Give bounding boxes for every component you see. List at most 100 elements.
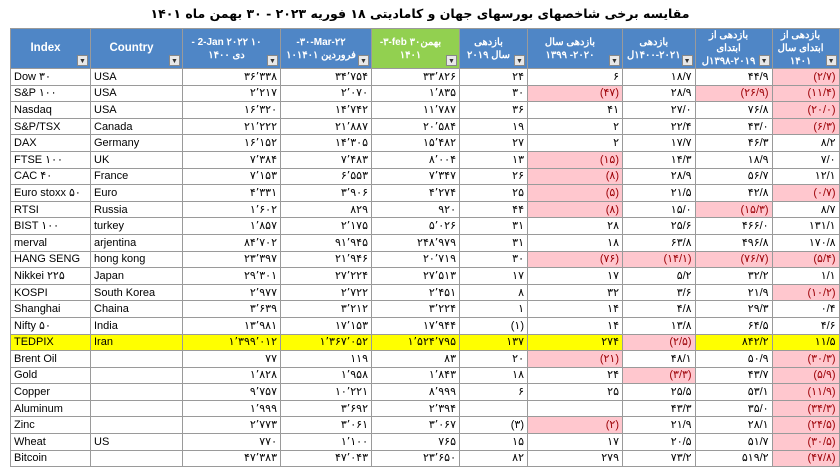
cell-return-since-2019[interactable]: ۲۸/۱ [694, 416, 773, 435]
cell-return-2019[interactable]: ۳۱ [459, 233, 528, 252]
cell-return-2020[interactable]: (۵) [527, 184, 623, 202]
cell-mar-2022[interactable]: ۱٬۱۰۰ [280, 433, 372, 451]
cell-return-2019[interactable]: ۳۰ [459, 250, 528, 269]
cell-return-2021[interactable]: ۵/۲ [622, 267, 696, 285]
cell-return-since-2019[interactable]: ۵۱/۷ [694, 433, 773, 451]
filter-dropdown-icon[interactable]: ▼ [169, 55, 180, 66]
cell-return-2019[interactable]: ۱ [459, 300, 528, 318]
cell-return-since-2019[interactable]: ۴۶۶/۰ [694, 217, 773, 235]
cell-return-2021[interactable]: ۲۵/۶ [622, 217, 696, 235]
cell-return-since-1401[interactable]: (۳۰/۳) [771, 350, 840, 368]
cell-return-since-2019[interactable]: ۷۶/۸ [694, 101, 773, 119]
cell-return-since-2019[interactable]: ۴۳/۰ [694, 117, 773, 136]
cell-return-2019[interactable] [459, 399, 528, 418]
cell-feb-2023[interactable]: ۱٬۵۲۴٬۷۹۵ [371, 333, 460, 352]
cell-jan-2022[interactable]: ۷٬۱۵۳ [182, 167, 281, 186]
cell-jan-2022[interactable]: ۱۶٬۱۵۲ [182, 134, 281, 152]
cell-feb-2023[interactable]: ۱۱٬۷۸۷ [371, 101, 460, 119]
cell-return-2020[interactable]: ۱۷ [527, 267, 623, 285]
cell-feb-2023[interactable]: ۲۷٬۵۱۳ [371, 267, 460, 285]
cell-return-since-2019[interactable]: ۵۶/۷ [694, 167, 773, 186]
cell-jan-2022[interactable]: ۲۹٬۳۰۱ [182, 267, 281, 285]
cell-return-2020[interactable]: ۱۸ [527, 233, 623, 252]
cell-feb-2023[interactable]: ۵٬۰۲۶ [371, 217, 460, 235]
cell-index-name[interactable]: S&P ۱۰۰ [10, 84, 91, 103]
cell-return-2019[interactable]: ۲۷ [459, 134, 528, 152]
cell-mar-2022[interactable]: ۳۴٬۷۵۴ [280, 68, 372, 86]
cell-feb-2023[interactable]: ۱۵٬۴۸۲ [371, 134, 460, 152]
cell-return-2020[interactable]: ۶ [527, 68, 623, 86]
cell-return-2021[interactable]: ۲۸/۹ [622, 167, 696, 186]
cell-feb-2023[interactable]: ۸۳ [371, 350, 460, 368]
cell-return-since-2019[interactable]: ۴۲/۸ [694, 184, 773, 202]
cell-return-2021[interactable]: ۱۴/۳ [622, 150, 696, 169]
cell-return-since-2019[interactable]: ۴۳/۷ [694, 366, 773, 385]
cell-return-2019[interactable]: ۳۱ [459, 217, 528, 235]
cell-return-2021[interactable]: ۴/۸ [622, 300, 696, 318]
cell-return-2020[interactable]: (۴۷) [527, 84, 623, 103]
cell-country[interactable]: arjentina [90, 233, 183, 252]
cell-return-since-1401[interactable]: ۰/۴ [771, 300, 840, 318]
cell-jan-2022[interactable]: ۲۳٬۳۹۷ [182, 250, 281, 269]
cell-mar-2022[interactable]: ۱٬۹۵۸ [280, 366, 372, 385]
cell-feb-2023[interactable]: ۸٬۰۰۴ [371, 150, 460, 169]
cell-mar-2022[interactable]: ۲٬۷۲۲ [280, 283, 372, 302]
cell-return-2021[interactable]: ۱۳/۸ [622, 316, 696, 335]
cell-feb-2023[interactable]: ۲۴۸٬۹۷۹ [371, 233, 460, 252]
cell-return-since-1401[interactable]: ۱/۱ [771, 267, 840, 285]
cell-return-2021[interactable]: ۲۸/۹ [622, 84, 696, 103]
cell-return-since-1401[interactable]: ۱۷۰/۸ [771, 233, 840, 252]
cell-country[interactable] [90, 399, 183, 418]
cell-return-since-1401[interactable]: (۱۱/۹) [771, 383, 840, 401]
cell-return-since-2019[interactable]: ۳۵/۰ [694, 399, 773, 418]
cell-return-since-2019[interactable]: (۲۶/۹) [694, 84, 773, 103]
cell-return-2021[interactable]: ۱۵/۰ [622, 200, 696, 219]
header-index[interactable]: Index ▼ [10, 28, 91, 69]
cell-jan-2022[interactable]: ۸۴٬۷۰۲ [182, 233, 281, 252]
cell-index-name[interactable]: Aluminum [10, 399, 91, 418]
cell-country[interactable]: USA [90, 68, 183, 86]
cell-return-since-1401[interactable]: (۲۴/۵) [771, 416, 840, 435]
cell-country[interactable]: France [90, 167, 183, 186]
cell-return-2021[interactable]: ۲۷/۰ [622, 101, 696, 119]
cell-index-name[interactable]: Gold [10, 366, 91, 385]
cell-index-name[interactable]: Shanghai [10, 300, 91, 318]
header-return-2020[interactable]: بازدهی سال ۲۰۲۰- ۱۳۹۹ ▼ [527, 28, 623, 69]
cell-return-2020[interactable]: ۲۴ [527, 366, 623, 385]
cell-return-2019[interactable]: ۱۷ [459, 267, 528, 285]
cell-return-2019[interactable]: ۲۴ [459, 68, 528, 86]
cell-return-since-1401[interactable]: ۷/۰ [771, 150, 840, 169]
cell-return-2021[interactable]: ۱۸/۷ [622, 68, 696, 86]
cell-mar-2022[interactable]: ۳٬۹۰۶ [280, 184, 372, 202]
filter-dropdown-icon[interactable]: ▼ [267, 55, 278, 66]
cell-return-2021[interactable]: ۶۳/۸ [622, 233, 696, 252]
cell-country[interactable] [90, 366, 183, 385]
cell-jan-2022[interactable]: ۱۶٬۳۲۰ [182, 101, 281, 119]
cell-feb-2023[interactable]: ۱۷٬۹۴۴ [371, 316, 460, 335]
cell-feb-2023[interactable]: ۳٬۲۲۴ [371, 300, 460, 318]
cell-return-2020[interactable]: (۸) [527, 167, 623, 186]
cell-mar-2022[interactable]: ۳٬۲۱۲ [280, 300, 372, 318]
cell-feb-2023[interactable]: ۴٬۲۷۴ [371, 184, 460, 202]
cell-return-2020[interactable]: ۲۵ [527, 383, 623, 401]
cell-return-since-2019[interactable]: ۶۴/۵ [694, 316, 773, 335]
cell-return-since-1401[interactable]: (۳۰/۵) [771, 433, 840, 451]
cell-return-2019[interactable]: ۱۹ [459, 117, 528, 136]
cell-country[interactable]: South Korea [90, 283, 183, 302]
cell-return-2021[interactable]: ۲۱/۹ [622, 416, 696, 435]
filter-dropdown-icon[interactable]: ▼ [825, 55, 837, 66]
cell-mar-2022[interactable]: ۱۱۹ [280, 350, 372, 368]
cell-return-2019[interactable]: ۶ [459, 383, 528, 401]
cell-feb-2023[interactable]: ۳۳٬۸۲۶ [371, 68, 460, 86]
cell-return-since-1401[interactable]: ۸/۷ [771, 200, 840, 219]
cell-return-since-2019[interactable]: ۵۳/۱ [694, 383, 773, 401]
cell-return-2021[interactable]: ۱۷/۷ [622, 134, 696, 152]
cell-return-since-1401[interactable]: ۱۲/۱ [771, 167, 840, 186]
header-country[interactable]: Country ▼ [90, 28, 183, 69]
cell-return-since-2019[interactable]: ۲۱/۹ [694, 283, 773, 302]
cell-return-since-1401[interactable]: (۱۰/۲) [771, 283, 840, 302]
cell-index-name[interactable]: FTSE ۱۰۰ [10, 150, 91, 169]
cell-return-2020[interactable]: ۲۸ [527, 217, 623, 235]
cell-country[interactable]: turkey [90, 217, 183, 235]
cell-return-since-2019[interactable]: ۵۰/۹ [694, 350, 773, 368]
